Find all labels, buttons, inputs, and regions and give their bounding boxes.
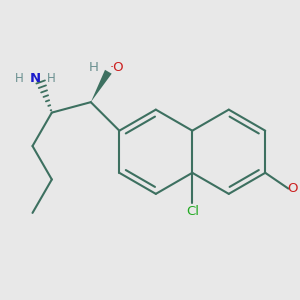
Text: ·O: ·O [110, 61, 125, 74]
Text: N: N [30, 72, 41, 85]
Text: H: H [47, 72, 56, 85]
Text: O: O [287, 182, 298, 195]
Text: H: H [89, 61, 98, 74]
Polygon shape [91, 70, 112, 102]
Text: Cl: Cl [186, 205, 199, 218]
Text: H: H [15, 72, 24, 85]
